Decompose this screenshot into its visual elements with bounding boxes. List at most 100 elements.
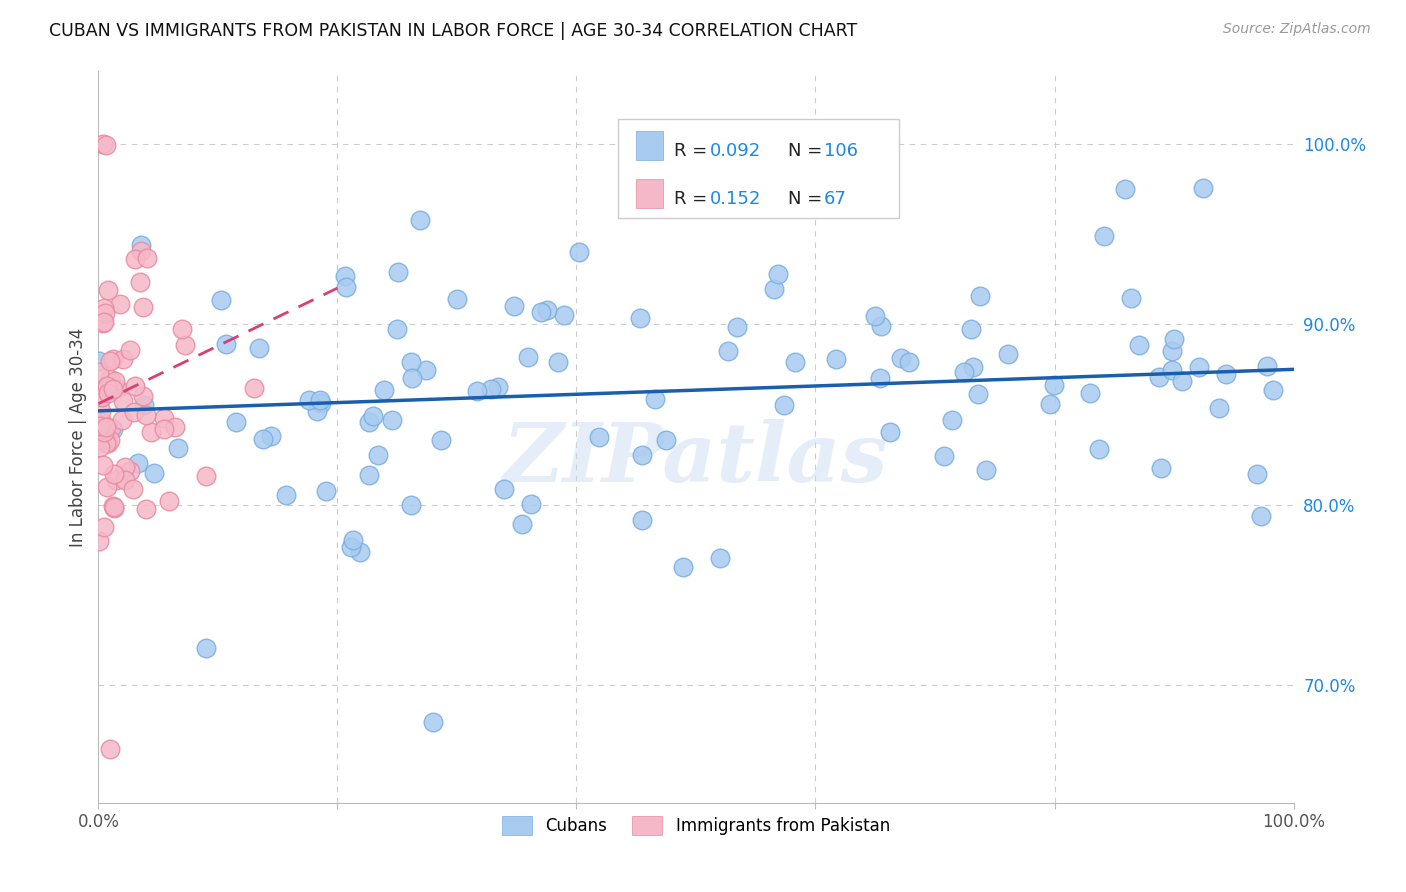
- Point: [1039, 397, 1062, 411]
- Point: [825, 352, 848, 367]
- Point: [879, 425, 901, 440]
- Point: [103, 501, 125, 516]
- Point: [941, 412, 963, 426]
- Point: [101, 382, 124, 396]
- Point: [422, 714, 444, 729]
- Point: [361, 409, 384, 423]
- Point: [1208, 401, 1230, 415]
- Point: [91, 415, 114, 429]
- Point: [172, 322, 194, 336]
- Point: [247, 341, 270, 355]
- Point: [98, 353, 122, 368]
- Bar: [637, 178, 662, 208]
- Point: [890, 351, 912, 366]
- Point: [97, 376, 120, 391]
- Point: [87, 365, 110, 379]
- Point: [399, 498, 422, 512]
- Point: [335, 280, 357, 294]
- Point: [90, 404, 112, 418]
- Text: CUBAN VS IMMIGRANTS FROM PAKISTAN IN LABOR FORCE | AGE 30-34 CORRELATION CHART: CUBAN VS IMMIGRANTS FROM PAKISTAN IN LAB…: [49, 22, 858, 40]
- Point: [87, 420, 110, 434]
- Point: [90, 389, 112, 403]
- Point: [128, 275, 150, 289]
- Point: [869, 318, 891, 333]
- Point: [252, 432, 274, 446]
- Point: [308, 393, 330, 408]
- Point: [1078, 386, 1101, 401]
- Point: [121, 483, 143, 497]
- Point: [342, 533, 364, 547]
- Point: [89, 427, 111, 442]
- Point: [135, 502, 157, 516]
- Point: [114, 473, 136, 487]
- Point: [373, 383, 395, 397]
- Point: [93, 301, 115, 315]
- Point: [446, 292, 468, 306]
- Point: [94, 419, 117, 434]
- Point: [709, 551, 731, 566]
- Point: [357, 468, 380, 483]
- Point: [517, 350, 540, 364]
- Point: [139, 425, 162, 439]
- Point: [630, 512, 652, 526]
- Point: [122, 405, 145, 419]
- Point: [93, 315, 115, 329]
- Point: [1188, 359, 1211, 374]
- Point: [315, 483, 337, 498]
- Point: [96, 480, 118, 494]
- Point: [1261, 383, 1284, 397]
- Point: [1170, 375, 1192, 389]
- Point: [1160, 343, 1182, 358]
- Point: [195, 640, 218, 655]
- Point: [387, 265, 409, 279]
- Point: [479, 382, 502, 396]
- Text: R =: R =: [675, 143, 713, 161]
- Point: [335, 268, 357, 283]
- Point: [307, 404, 329, 418]
- Point: [100, 421, 122, 435]
- Point: [124, 379, 146, 393]
- Point: [157, 493, 180, 508]
- Point: [974, 463, 997, 477]
- Text: ZIPatlas: ZIPatlas: [503, 419, 889, 499]
- Point: [103, 422, 125, 436]
- Point: [97, 386, 120, 401]
- Point: [111, 413, 134, 427]
- Text: R =: R =: [675, 190, 713, 208]
- Point: [783, 355, 806, 369]
- Point: [243, 381, 266, 395]
- Point: [93, 520, 115, 534]
- Point: [215, 337, 238, 351]
- Bar: [637, 131, 662, 161]
- Point: [415, 363, 437, 377]
- Point: [104, 374, 127, 388]
- Point: [952, 365, 974, 379]
- Point: [118, 343, 141, 358]
- Point: [763, 282, 786, 296]
- Point: [195, 468, 218, 483]
- Point: [628, 311, 651, 326]
- Legend: Cubans, Immigrants from Pakistan: Cubans, Immigrants from Pakistan: [495, 809, 897, 842]
- Point: [1147, 369, 1170, 384]
- Point: [530, 305, 553, 319]
- Point: [967, 387, 990, 401]
- Point: [960, 322, 983, 336]
- Point: [1128, 338, 1150, 352]
- Point: [120, 464, 142, 478]
- Text: N =: N =: [787, 143, 828, 161]
- Point: [357, 415, 380, 429]
- Point: [494, 482, 516, 496]
- Point: [1256, 359, 1278, 373]
- Point: [717, 344, 740, 359]
- Point: [103, 500, 125, 514]
- Point: [429, 433, 451, 447]
- Point: [672, 560, 695, 574]
- Point: [766, 268, 789, 282]
- Point: [136, 251, 159, 265]
- Point: [631, 448, 654, 462]
- Point: [97, 436, 120, 450]
- Point: [1215, 368, 1237, 382]
- Point: [962, 359, 984, 374]
- Point: [96, 436, 118, 450]
- Point: [131, 238, 153, 252]
